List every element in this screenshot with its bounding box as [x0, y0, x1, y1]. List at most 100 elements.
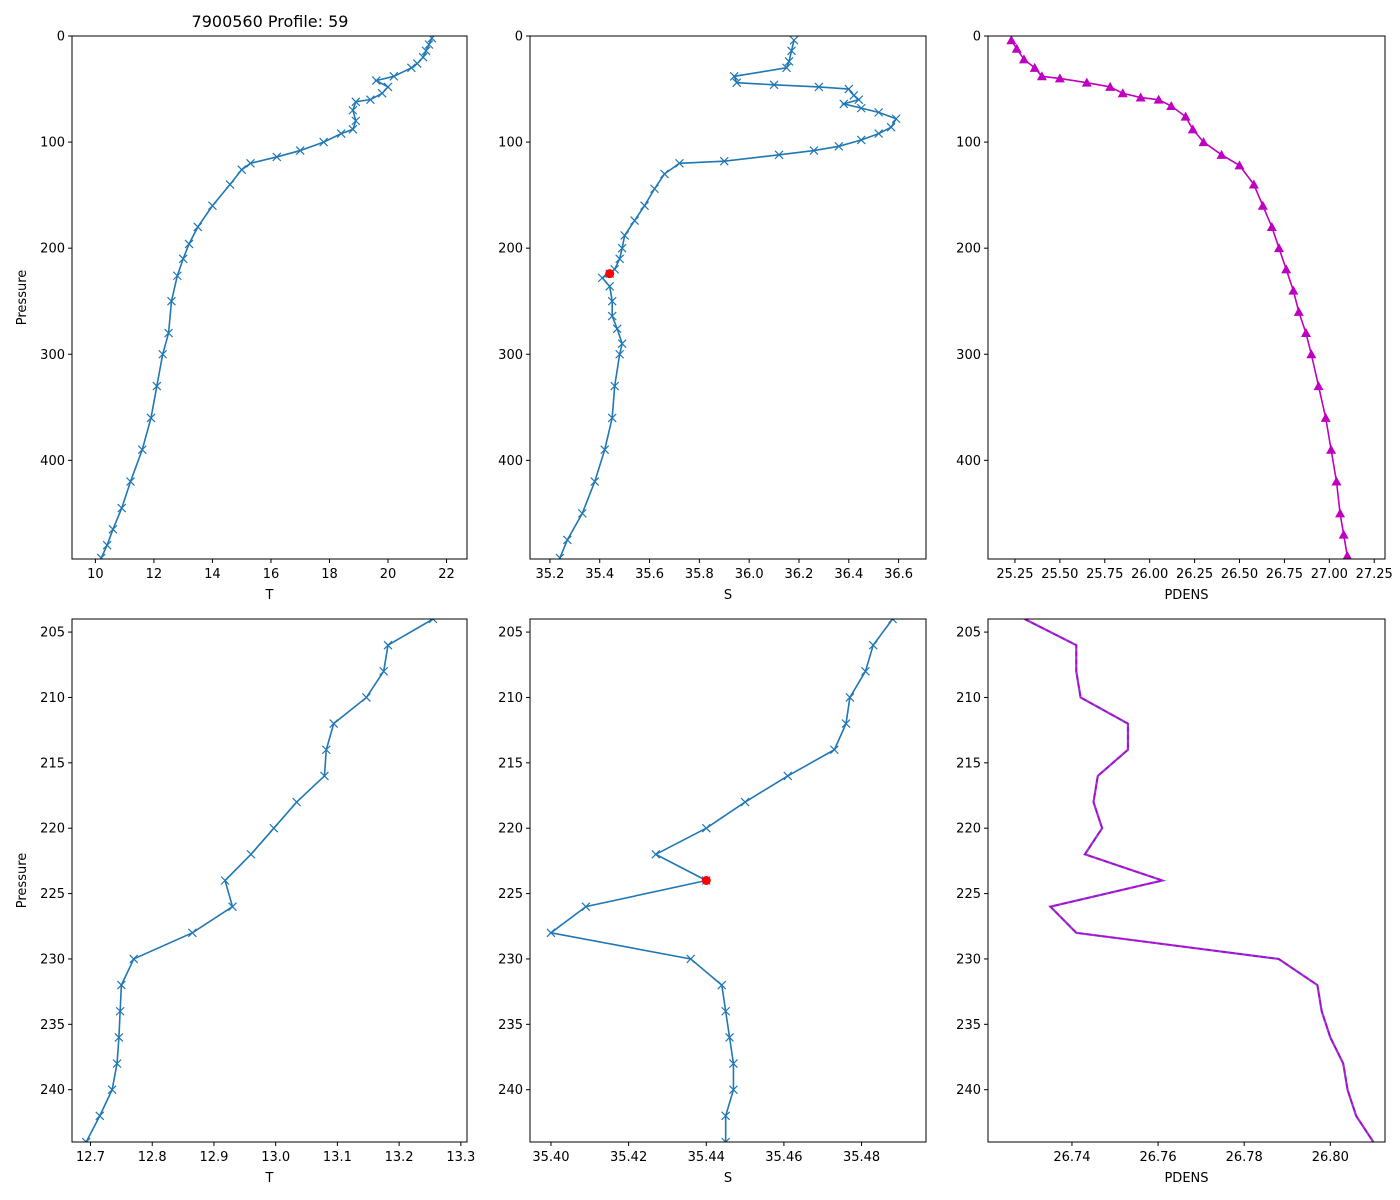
y-tick-label: 400 — [40, 454, 65, 469]
data-point — [1187, 124, 1198, 134]
data-point — [615, 349, 625, 359]
data-point — [184, 239, 194, 249]
data-point — [577, 508, 587, 518]
data-point — [321, 745, 331, 755]
plot-area — [1006, 36, 1352, 559]
figure-title: 7900560 Profile: 59 — [192, 12, 349, 31]
data-point — [856, 103, 866, 113]
data-point — [605, 281, 615, 291]
data-point — [1320, 412, 1331, 422]
data-point — [650, 184, 659, 194]
plot-area — [81, 619, 438, 1142]
data-point — [102, 540, 112, 550]
x-tick-label: 26.78 — [1226, 1150, 1263, 1165]
data-point — [137, 445, 147, 455]
data-point — [246, 849, 256, 859]
data-point — [888, 619, 898, 624]
data-point — [146, 413, 156, 423]
data-point — [1117, 88, 1128, 98]
data-point — [717, 980, 727, 990]
highlight-point — [605, 269, 615, 279]
data-point — [782, 63, 791, 73]
data-point — [845, 693, 855, 702]
data-point — [208, 201, 217, 211]
data-point — [844, 84, 854, 94]
y-axis-label: Pressure — [15, 270, 30, 326]
data-point — [555, 553, 565, 559]
data-point — [640, 201, 649, 211]
data-point — [116, 980, 126, 990]
data-point — [1153, 94, 1164, 104]
data-point — [225, 180, 235, 189]
data-point — [1006, 36, 1017, 45]
data-point — [95, 1111, 105, 1121]
data-point — [874, 107, 884, 117]
y-tick-label: 200 — [40, 242, 65, 257]
y-tick-label: 100 — [40, 136, 65, 151]
data-point — [630, 216, 640, 226]
data-point — [1216, 149, 1227, 159]
data-line — [559, 40, 898, 559]
data-point — [1300, 328, 1311, 338]
data-point — [617, 339, 627, 349]
x-tick-label: 26.50 — [1221, 567, 1258, 582]
data-point — [607, 413, 617, 423]
data-point — [1105, 81, 1116, 91]
y-tick-label: 205 — [956, 626, 981, 641]
x-tick-label: 13.2 — [385, 1150, 414, 1165]
data-point — [597, 273, 607, 283]
data-point — [361, 693, 371, 702]
data-point — [1288, 285, 1299, 295]
axes-frame — [987, 618, 1386, 1143]
x-tick-label: 12.9 — [199, 1150, 228, 1165]
data-point — [351, 116, 361, 126]
data-point — [1166, 101, 1177, 111]
plot-area — [546, 619, 898, 1142]
y-tick-label: 225 — [498, 887, 523, 902]
data-line — [549, 619, 894, 1142]
data-point — [856, 135, 866, 145]
y-tick-label: 0 — [515, 30, 523, 45]
data-point — [719, 156, 729, 166]
x-tick-label: 35.4 — [585, 567, 614, 582]
x-tick-label: 36.2 — [785, 567, 814, 582]
data-point — [389, 71, 399, 81]
data-point — [660, 169, 669, 179]
data-point — [427, 36, 437, 43]
data-point — [1306, 349, 1317, 359]
data-point — [379, 666, 389, 676]
x-tick-label: 26.74 — [1053, 1150, 1090, 1165]
y-tick-label: 215 — [40, 756, 65, 771]
data-point — [617, 243, 627, 253]
data-point — [172, 271, 182, 281]
axes-frame — [987, 35, 1386, 560]
data-point — [1313, 381, 1324, 391]
data-point — [701, 823, 711, 833]
x-tick-label: 35.2 — [535, 567, 564, 582]
data-point — [1274, 243, 1285, 253]
data-point — [292, 797, 302, 807]
data-point — [783, 771, 793, 781]
data-point — [600, 445, 610, 455]
data-point — [412, 59, 422, 69]
x-tick-label: 35.42 — [610, 1150, 647, 1165]
plot-area — [96, 36, 437, 559]
x-axis-label: T — [265, 588, 274, 603]
data-point — [178, 254, 188, 264]
data-point — [167, 296, 176, 306]
data-point — [732, 78, 742, 88]
y-tick-label: 200 — [956, 242, 981, 257]
data-point — [348, 105, 358, 115]
data-point — [607, 311, 617, 321]
x-tick-label: 18 — [321, 567, 338, 582]
data-point — [1338, 529, 1349, 539]
data-point — [129, 954, 139, 964]
chart-bottom-PDENS: 26.74 26.76 26.78 26.80 205 210 215 220 225 230 23… — [956, 618, 1386, 1186]
data-point — [854, 95, 864, 105]
y-tick-label: 215 — [498, 756, 523, 771]
x-axis-label: PDENS — [1164, 588, 1208, 603]
x-tick-label: 25.25 — [996, 567, 1033, 582]
chart-bottom-S: 35.40 35.42 35.44 35.46 35.48 205 210 215 220 225… — [498, 618, 927, 1186]
data-point — [615, 254, 625, 264]
